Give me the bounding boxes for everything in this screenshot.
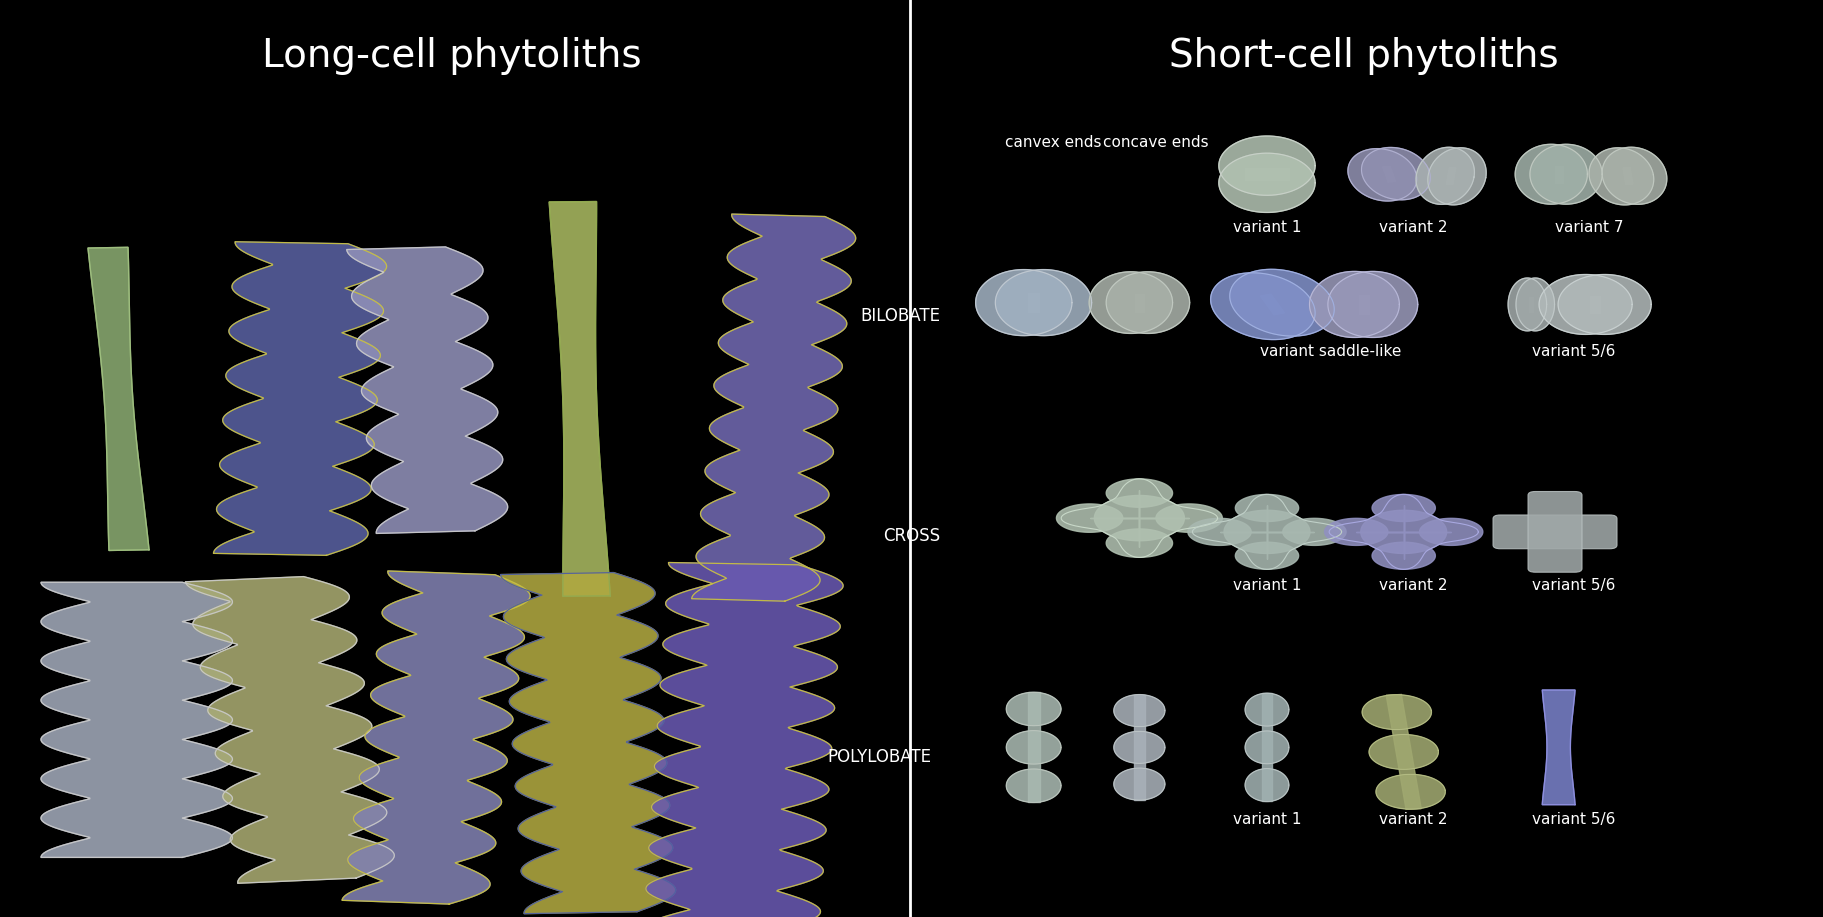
Polygon shape: [1373, 494, 1435, 522]
Polygon shape: [1602, 148, 1666, 204]
Polygon shape: [1373, 542, 1435, 569]
Text: POLYLOBATE: POLYLOBATE: [828, 747, 932, 766]
FancyBboxPatch shape: [1528, 492, 1582, 572]
Text: variant 5/6: variant 5/6: [1531, 812, 1615, 826]
Polygon shape: [1028, 692, 1039, 802]
Polygon shape: [1189, 518, 1251, 546]
Polygon shape: [1057, 504, 1123, 532]
Text: variant saddle-like: variant saddle-like: [1260, 344, 1402, 359]
Polygon shape: [1369, 735, 1438, 769]
Text: variant 2: variant 2: [1378, 578, 1447, 592]
Polygon shape: [1223, 510, 1311, 554]
Polygon shape: [1283, 518, 1345, 546]
Polygon shape: [1360, 510, 1447, 554]
Text: Long-cell phytoliths: Long-cell phytoliths: [263, 37, 642, 74]
Polygon shape: [1515, 144, 1588, 204]
Polygon shape: [1236, 494, 1298, 522]
Polygon shape: [1427, 148, 1486, 204]
Polygon shape: [1114, 695, 1165, 726]
Text: variant 1: variant 1: [1232, 812, 1302, 826]
Polygon shape: [1508, 278, 1546, 331]
Polygon shape: [1006, 692, 1061, 725]
Polygon shape: [644, 562, 842, 917]
Text: CROSS: CROSS: [884, 527, 941, 546]
Text: variant 1: variant 1: [1232, 578, 1302, 592]
Polygon shape: [1262, 693, 1272, 801]
Polygon shape: [549, 202, 611, 596]
Polygon shape: [88, 248, 149, 550]
Polygon shape: [1210, 273, 1314, 339]
Polygon shape: [1529, 144, 1602, 204]
FancyBboxPatch shape: [1493, 515, 1617, 548]
Polygon shape: [691, 214, 855, 602]
Polygon shape: [1347, 149, 1416, 201]
Polygon shape: [1156, 504, 1223, 532]
Polygon shape: [1559, 274, 1652, 335]
Polygon shape: [1231, 270, 1334, 336]
Polygon shape: [1517, 278, 1555, 331]
Polygon shape: [1385, 694, 1422, 810]
Text: variant 1: variant 1: [1232, 220, 1302, 235]
Polygon shape: [1094, 495, 1185, 541]
Polygon shape: [1327, 271, 1418, 337]
Polygon shape: [1420, 518, 1482, 546]
Polygon shape: [1382, 166, 1396, 182]
Polygon shape: [1260, 294, 1285, 315]
Text: variant 7: variant 7: [1555, 220, 1624, 235]
Polygon shape: [1220, 153, 1314, 213]
Polygon shape: [1362, 148, 1431, 200]
Polygon shape: [40, 582, 232, 857]
Polygon shape: [1325, 518, 1387, 546]
Polygon shape: [1028, 293, 1039, 312]
Polygon shape: [1245, 731, 1289, 764]
Polygon shape: [1309, 271, 1400, 337]
Text: variant 5/6: variant 5/6: [1531, 344, 1615, 359]
Polygon shape: [1088, 271, 1172, 334]
Text: concave ends: concave ends: [1103, 135, 1209, 149]
Polygon shape: [343, 571, 530, 904]
Polygon shape: [501, 572, 676, 913]
Polygon shape: [1539, 274, 1632, 335]
Polygon shape: [1107, 479, 1172, 507]
Polygon shape: [995, 270, 1092, 336]
Polygon shape: [186, 577, 394, 883]
Polygon shape: [1236, 542, 1298, 569]
Polygon shape: [1529, 297, 1533, 312]
Polygon shape: [1622, 168, 1633, 184]
Polygon shape: [1220, 136, 1314, 195]
Polygon shape: [1245, 768, 1289, 801]
Polygon shape: [1107, 271, 1190, 334]
Polygon shape: [975, 270, 1072, 336]
Polygon shape: [1376, 774, 1446, 809]
Polygon shape: [1416, 148, 1475, 204]
Text: canvex ends: canvex ends: [1006, 135, 1101, 149]
Text: BILOBATE: BILOBATE: [860, 307, 941, 326]
Polygon shape: [346, 247, 507, 534]
Polygon shape: [1362, 695, 1431, 730]
Text: variant 5/6: variant 5/6: [1531, 578, 1615, 592]
Polygon shape: [1114, 732, 1165, 763]
Text: Short-cell phytoliths: Short-cell phytoliths: [1169, 37, 1559, 74]
Text: variant 2: variant 2: [1378, 220, 1447, 235]
Polygon shape: [1006, 731, 1061, 764]
Polygon shape: [1590, 148, 1653, 204]
Polygon shape: [1245, 168, 1289, 181]
Text: variant 2: variant 2: [1378, 812, 1447, 826]
Polygon shape: [1006, 769, 1061, 802]
Polygon shape: [213, 242, 386, 556]
Polygon shape: [1114, 768, 1165, 800]
Polygon shape: [1446, 168, 1457, 184]
Polygon shape: [1542, 690, 1575, 805]
Polygon shape: [1134, 695, 1145, 800]
Polygon shape: [1107, 529, 1172, 558]
Polygon shape: [1358, 295, 1369, 314]
Polygon shape: [1245, 693, 1289, 726]
Polygon shape: [1590, 295, 1601, 314]
Polygon shape: [1134, 293, 1145, 312]
Polygon shape: [1555, 165, 1562, 183]
